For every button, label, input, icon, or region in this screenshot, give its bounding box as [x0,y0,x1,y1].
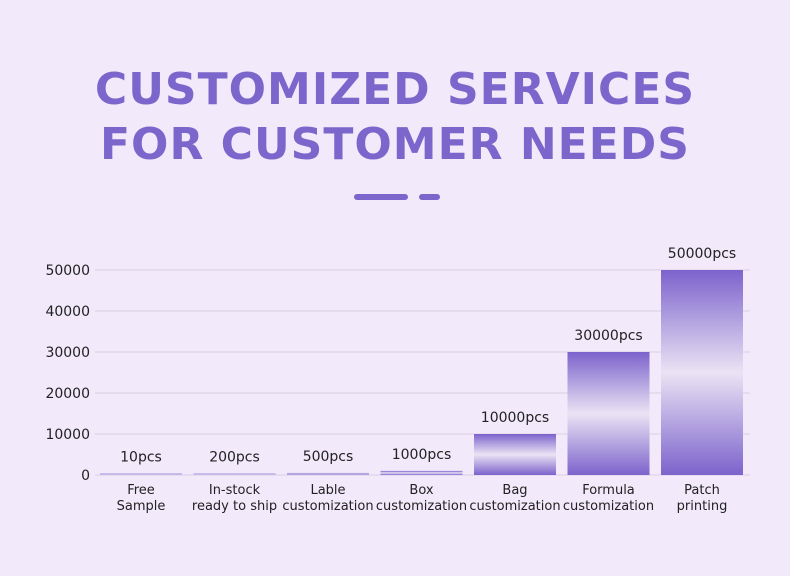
category-label: Sample [117,499,166,514]
decorative-dash-short [419,194,440,200]
title-line-1: CUSTOMIZED SERVICES [94,64,696,115]
category-label: customization [376,499,467,514]
decorative-dash-long [354,194,408,200]
y-axis-ticks: 0 10000 20000 30000 40000 50000 [45,263,90,484]
category-label: In-stock [209,483,261,498]
bar [474,434,556,475]
bar [380,470,463,475]
y-tick-label: 50000 [45,263,90,279]
bar [193,473,276,475]
data-labels: 10pcs 200pcs 500pcs 1000pcs 10000pcs 30000pcs… [120,246,736,466]
category-label: Box [409,483,433,498]
bar [567,352,650,475]
category-label: Lable [310,483,345,498]
category-label: Free [127,483,155,498]
y-tick-label: 10000 [45,427,90,443]
category-label: Patch [684,483,720,498]
data-label: 50000pcs [668,246,736,262]
data-label: 200pcs [209,450,260,466]
y-tick-label: 30000 [45,345,90,361]
category-label: ready to ship [192,499,277,514]
bar [100,473,182,475]
y-tick-label: 0 [81,468,90,484]
page-title: CUSTOMIZED SERVICES FOR CUSTOMER NEEDS [0,62,790,172]
category-label: Formula [582,483,635,498]
category-label: customization [469,499,560,514]
bars [100,270,743,475]
y-tick-label: 40000 [45,304,90,320]
data-label: 30000pcs [574,328,642,344]
data-label: 10pcs [120,450,162,466]
category-label: Bag [502,483,527,498]
y-tick-label: 20000 [45,386,90,402]
category-label: printing [677,499,728,514]
bar [287,472,369,475]
grid-lines [95,269,750,476]
data-label: 10000pcs [481,410,549,426]
data-label: 500pcs [303,449,354,465]
data-label: 1000pcs [392,447,452,463]
category-label: customization [563,499,654,514]
title-line-2: FOR CUSTOMER NEEDS [100,119,690,170]
category-label: customization [282,499,373,514]
bar [661,270,743,475]
